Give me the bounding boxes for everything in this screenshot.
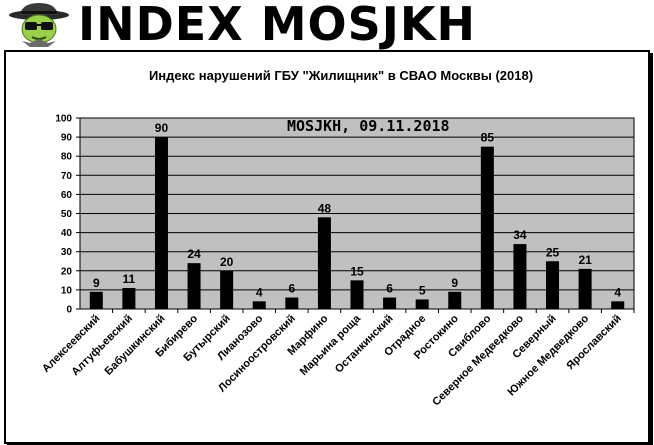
chart-frame: Индекс нарушений ГБУ "Жилищник" в СВАО М… bbox=[4, 50, 650, 444]
bar bbox=[252, 301, 266, 309]
data-label: 4 bbox=[614, 285, 621, 299]
bar bbox=[448, 291, 462, 309]
y-tick-label: 10 bbox=[61, 285, 73, 296]
category-label: Останкинский bbox=[333, 313, 396, 376]
y-tick-label: 70 bbox=[61, 171, 73, 182]
bar bbox=[89, 291, 103, 309]
bar bbox=[480, 146, 494, 309]
data-label: 21 bbox=[578, 253, 592, 267]
y-tick-label: 30 bbox=[61, 247, 73, 258]
y-tick-label: 50 bbox=[61, 209, 73, 220]
y-tick-label: 40 bbox=[61, 228, 73, 239]
bar bbox=[578, 268, 592, 309]
data-label: 5 bbox=[419, 283, 426, 297]
banner: INDEX MOSJKH bbox=[0, 0, 654, 48]
data-label: 9 bbox=[93, 276, 100, 290]
data-label: 6 bbox=[386, 282, 393, 296]
bar-chart: Индекс нарушений ГБУ "Жилищник" в СВАО М… bbox=[40, 68, 635, 408]
bar bbox=[285, 297, 299, 309]
y-tick-label: 90 bbox=[61, 133, 73, 144]
y-tick-label: 60 bbox=[61, 190, 73, 201]
bar bbox=[350, 280, 364, 309]
y-tick-label: 0 bbox=[66, 305, 72, 316]
chart-title: Индекс нарушений ГБУ "Жилищник" в СВАО М… bbox=[149, 68, 533, 83]
data-label: 90 bbox=[155, 121, 169, 135]
data-label: 34 bbox=[513, 228, 527, 242]
bar bbox=[383, 297, 397, 309]
data-label: 25 bbox=[546, 245, 560, 259]
bar bbox=[122, 287, 136, 309]
bar bbox=[513, 244, 527, 309]
category-label: Алексеевский bbox=[40, 313, 102, 375]
bar bbox=[611, 301, 625, 309]
data-label: 24 bbox=[187, 247, 201, 261]
data-label: 48 bbox=[318, 201, 332, 215]
banner-title: INDEX MOSJKH bbox=[78, 0, 476, 51]
bar bbox=[415, 299, 429, 309]
bar bbox=[546, 261, 560, 309]
data-label: 85 bbox=[481, 131, 495, 145]
spy-detective-icon bbox=[9, 3, 69, 47]
data-label: 11 bbox=[123, 272, 136, 286]
data-label: 15 bbox=[350, 264, 364, 278]
data-label: 9 bbox=[451, 276, 458, 290]
watermark-text: MOSJKH, 09.11.2018 bbox=[287, 117, 450, 135]
y-tick-label: 20 bbox=[61, 266, 73, 277]
bar bbox=[220, 270, 234, 309]
y-tick-label: 80 bbox=[61, 152, 73, 163]
data-label: 20 bbox=[220, 255, 234, 269]
bar bbox=[317, 217, 331, 309]
data-label: 6 bbox=[288, 282, 295, 296]
data-label: 4 bbox=[256, 285, 263, 299]
bar bbox=[187, 263, 201, 309]
bar bbox=[154, 137, 168, 309]
y-tick-label: 100 bbox=[55, 114, 72, 125]
